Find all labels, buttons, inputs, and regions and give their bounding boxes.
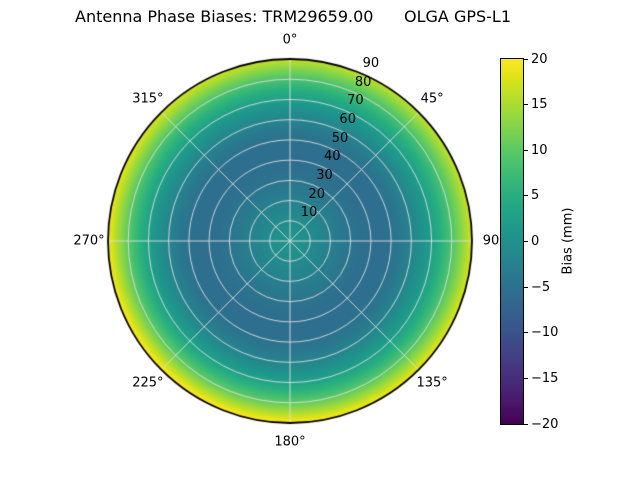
- radial-tick-label-70: 70: [347, 93, 364, 109]
- colorbar-tick-mark: [524, 149, 528, 151]
- azimuth-tick-label-225: 225°: [132, 375, 164, 391]
- colorbar-tick-mark: [524, 104, 528, 106]
- colorbar-tick-label: 20: [531, 51, 548, 67]
- colorbar-tick-label: −5: [531, 279, 551, 295]
- colorbar-tick-mark: [524, 58, 528, 60]
- azimuth-tick-label-0: 0°: [282, 32, 298, 48]
- radial-tick-label-20: 20: [308, 186, 326, 202]
- radial-tick-label-10: 10: [300, 205, 318, 221]
- radial-tick-label-50: 50: [331, 130, 349, 146]
- colorbar-gradient: [501, 59, 523, 424]
- radial-tick-label-30: 30: [316, 167, 333, 183]
- colorbar-tick-label: −20: [531, 416, 559, 432]
- azimuth-tick-label-270: 270°: [73, 233, 105, 249]
- colorbar-tick-label: 10: [531, 142, 548, 158]
- colorbar-tick-mark: [524, 195, 528, 197]
- azimuth-tick-label-90: 90: [482, 233, 500, 249]
- colorbar-tick-label: −15: [531, 370, 559, 386]
- colorbar-tick-mark: [524, 241, 528, 242]
- colorbar-tick-label: 5: [531, 188, 540, 204]
- azimuth-tick-label-180: 180°: [274, 434, 306, 450]
- colorbar-tick-label: −10: [531, 325, 559, 341]
- azimuth-tick-label-45: 45°: [420, 91, 444, 107]
- colorbar-axis-label: Bias (mm): [560, 207, 576, 275]
- colorbar-tick-label: 15: [531, 97, 548, 113]
- colorbar-tick-mark: [524, 423, 528, 425]
- colorbar-tick-label: 0: [531, 234, 540, 249]
- colorbar: [500, 58, 524, 425]
- colorbar-tick-mark: [524, 286, 528, 288]
- radial-tick-label-80: 80: [354, 74, 372, 90]
- radial-tick-label-60: 60: [339, 111, 356, 127]
- colorbar-tick-mark: [524, 332, 528, 334]
- azimuth-tick-label-315: 315°: [132, 91, 164, 107]
- radial-tick-label-90: 90: [362, 55, 380, 71]
- colorbar-tick-mark: [524, 377, 528, 379]
- radial-tick-label-40: 40: [323, 149, 341, 165]
- azimuth-tick-label-135: 135°: [416, 375, 448, 391]
